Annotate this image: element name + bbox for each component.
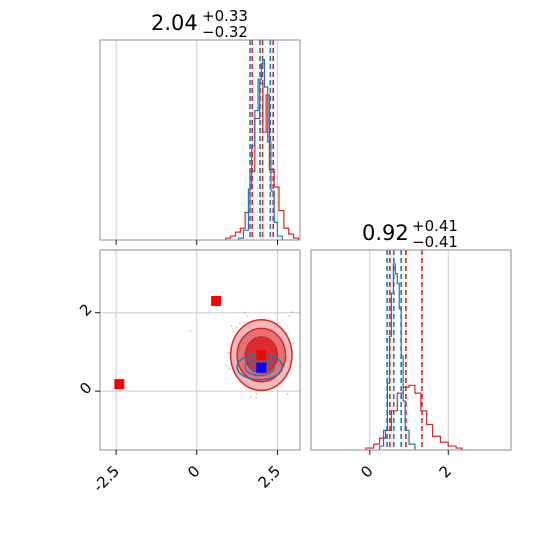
contour-y-tick-label: 0 xyxy=(76,379,95,398)
contour-sample-red xyxy=(232,330,235,333)
contour-sample-red xyxy=(189,329,192,332)
hist1-hist-blue xyxy=(238,59,283,240)
contour-sample-red xyxy=(291,311,294,313)
contour-sample-red xyxy=(238,322,241,325)
contour-sample-red xyxy=(243,322,246,324)
contour-y-tick-label: 2 xyxy=(76,300,95,319)
title-param2: 0.92 +0.41 −0.41 xyxy=(362,217,458,251)
contour-sample-red xyxy=(255,392,258,395)
hist2-x-tick-label: 2 xyxy=(436,462,455,481)
title-param1-plus: +0.33 xyxy=(202,7,248,25)
contour-x-tick-label: 0 xyxy=(184,462,203,481)
contour-sample-red xyxy=(227,352,230,354)
hist2-frame xyxy=(310,249,512,451)
title-param1-value: 2.04 xyxy=(151,11,198,35)
contour-frame xyxy=(99,249,301,451)
contour-sample-red xyxy=(288,314,291,317)
contour-sample-red xyxy=(267,317,270,320)
contour-sample-red xyxy=(244,311,246,314)
title-param2-value: 0.92 xyxy=(362,221,409,245)
title-param2-minus: −0.41 xyxy=(412,233,458,251)
contour-sample-red xyxy=(235,326,238,329)
contour-sample-red xyxy=(230,324,233,327)
marker-marker_red xyxy=(256,350,267,361)
marker-marker_blue xyxy=(256,362,267,373)
contour-x-tick-label: 2.5 xyxy=(255,462,285,492)
hist2-x-tick-label: 0 xyxy=(357,462,376,481)
contour-sample-red xyxy=(292,342,295,345)
hist2-hist-blue xyxy=(379,263,416,450)
panel-contour: -2.5 0 2.5 0 2 xyxy=(76,249,301,496)
panel-hist-param1 xyxy=(99,39,301,245)
contour-sample-blue xyxy=(228,368,231,370)
hist2-hist-red xyxy=(365,384,463,450)
title-param1: 2.04 +0.33 −0.32 xyxy=(151,7,248,41)
hist1-frame xyxy=(99,39,301,241)
marker-marker_red xyxy=(211,295,222,306)
contour-sample-red xyxy=(250,395,252,398)
contour-sample-red xyxy=(279,385,282,387)
contour-sample-blue xyxy=(255,397,258,399)
title-param1-minus: −0.32 xyxy=(202,23,248,41)
contour-x-tick-label: -2.5 xyxy=(90,462,123,495)
title-param2-plus: +0.41 xyxy=(412,217,458,235)
contour-sample-red xyxy=(286,393,289,395)
contour-sample-red xyxy=(224,364,227,367)
contour-sample-blue xyxy=(238,381,241,384)
contour-sample-red xyxy=(246,315,248,317)
marker-marker_red xyxy=(114,379,125,390)
